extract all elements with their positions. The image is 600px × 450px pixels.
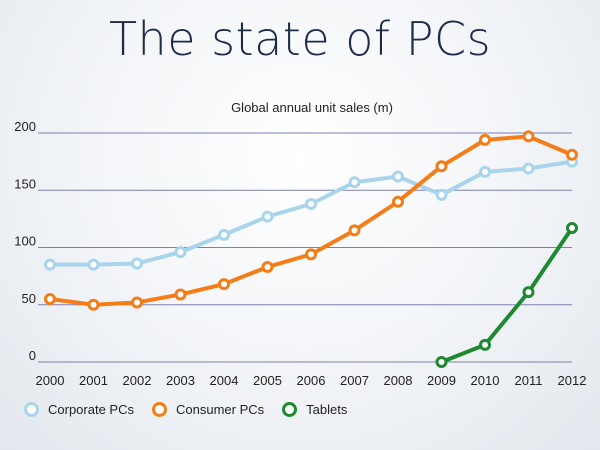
x-tick-label: 2010 (471, 373, 500, 388)
x-tick-label: 2000 (36, 373, 65, 388)
slide-title: The state of PCs (108, 12, 492, 66)
data-point (435, 356, 448, 368)
data-point (305, 197, 317, 210)
data-point (479, 165, 491, 178)
data-point (522, 130, 535, 143)
legend-marker (282, 402, 298, 417)
data-point (566, 148, 578, 161)
data-point (522, 286, 535, 299)
data-point (479, 133, 491, 146)
data-point (87, 258, 100, 271)
data-point (566, 222, 578, 235)
data-point (131, 296, 143, 309)
data-point (174, 288, 187, 301)
legend-item: Consumer PCs (151, 402, 265, 417)
data-point (131, 257, 143, 270)
data-point (435, 160, 448, 173)
data-point (261, 210, 274, 223)
grid-lines (38, 132, 572, 363)
data-point (44, 293, 56, 306)
data-point (44, 258, 56, 271)
y-tick-label: 200 (14, 119, 36, 134)
x-tick-label: 2009 (427, 373, 456, 388)
data-point (87, 298, 100, 311)
data-point (392, 195, 404, 208)
chart-legend: Corporate PCs Consumer PCs Tablets (24, 402, 365, 417)
data-point (348, 176, 361, 189)
x-tick-label: 2004 (210, 373, 239, 388)
series-line (48, 134, 574, 307)
x-tick-label: 2008 (384, 373, 413, 388)
x-tick-label: 2012 (558, 373, 587, 388)
legend-marker (24, 402, 39, 417)
data-point (522, 162, 535, 175)
line-chart: Global annual unit sales (m) 0 50 100 150 20… (14, 100, 587, 388)
legend-label: Corporate PCs (48, 402, 134, 417)
x-tick-label: 2006 (297, 373, 326, 388)
data-point (305, 248, 317, 261)
y-tick-label: 50 (22, 291, 36, 306)
series-line (439, 226, 574, 364)
y-tick-label: 150 (14, 176, 36, 191)
data-point (261, 260, 274, 273)
data-point (479, 338, 491, 351)
x-tick-label: 2002 (123, 373, 152, 388)
legend-marker (151, 402, 167, 417)
series-consumer-pcs (44, 130, 578, 311)
series-corporate-pcs (44, 155, 578, 271)
series-tablets (435, 222, 578, 368)
data-point (392, 170, 404, 183)
x-tick-label: 2011 (515, 373, 543, 388)
x-tick-label: 2007 (340, 373, 369, 388)
data-point (218, 228, 230, 241)
data-point (435, 188, 448, 201)
x-axis: 2000 2001 2002 2003 2004 2005 2006 2007 2008 2009… (36, 373, 587, 388)
data-point (348, 224, 361, 237)
series-group (44, 130, 578, 368)
legend-item: Tablets (282, 402, 347, 417)
legend-label: Consumer PCs (175, 402, 265, 417)
chart-title: Global annual unit sales (m) (231, 100, 393, 115)
y-tick-label: 0 (29, 348, 36, 363)
x-tick-label: 2003 (166, 373, 195, 388)
y-tick-label: 100 (14, 234, 36, 249)
x-tick-label: 2001 (79, 373, 108, 388)
legend-label: Tablets (306, 402, 348, 417)
legend-item: Corporate PCs (24, 402, 134, 417)
data-point (218, 278, 230, 291)
y-axis: 0 50 100 150 200 (14, 119, 36, 363)
x-tick-label: 2005 (253, 373, 282, 388)
data-point (174, 246, 187, 259)
